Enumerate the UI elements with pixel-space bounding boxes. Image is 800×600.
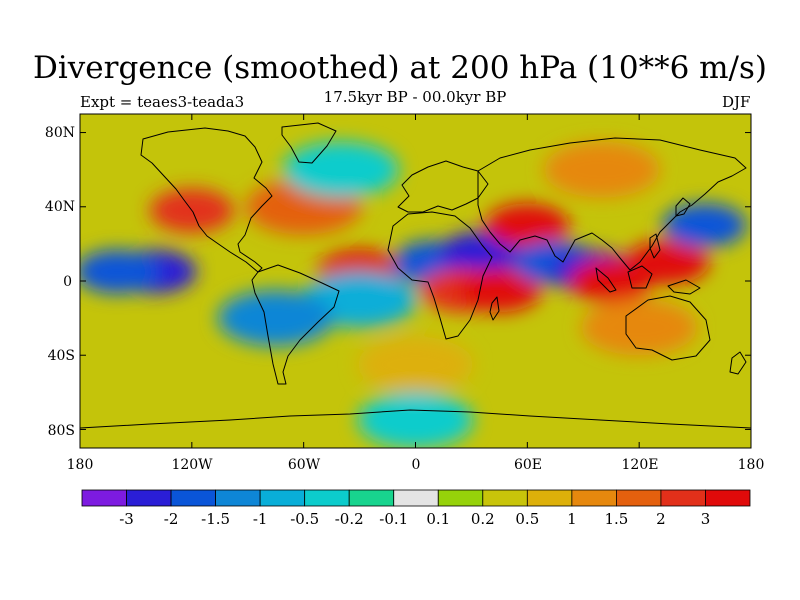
colorbar-box-4 bbox=[259, 489, 306, 507]
lat-label-80s: 80S bbox=[48, 423, 75, 439]
coast-australia bbox=[625, 295, 711, 361]
field-blob-16 bbox=[662, 203, 747, 248]
lat-label-80n: 80N bbox=[45, 125, 75, 141]
colorbar-box-2 bbox=[170, 489, 216, 507]
coast-antarctica bbox=[80, 409, 751, 429]
field-blob-18 bbox=[357, 336, 474, 393]
coast-new-zealand bbox=[729, 351, 747, 375]
colorbar-box-0 bbox=[81, 489, 127, 507]
coast-japan bbox=[675, 197, 691, 217]
colorbar-label: -1.5 bbox=[201, 510, 230, 528]
coast-borneo bbox=[627, 265, 653, 289]
field-blob-10 bbox=[457, 268, 542, 313]
coastlines bbox=[80, 122, 751, 429]
colorbar-label: 3 bbox=[701, 510, 711, 528]
colorbar-box-5 bbox=[304, 489, 350, 507]
field-blob-21 bbox=[543, 141, 660, 198]
coast-africa bbox=[387, 211, 493, 340]
map-ticks bbox=[79, 114, 752, 448]
field-blob-6 bbox=[217, 290, 334, 347]
coast-philippines bbox=[649, 233, 661, 259]
lat-label-40n: 40N bbox=[45, 199, 75, 215]
colorbar-box-9 bbox=[482, 489, 528, 507]
colorbar-box-12 bbox=[616, 489, 662, 507]
colorbar-box-3 bbox=[215, 489, 261, 507]
field-blob-11 bbox=[485, 203, 570, 248]
lat-label-eq: 0 bbox=[63, 274, 72, 290]
coast-north-america bbox=[140, 127, 273, 273]
colorbar-box-6 bbox=[348, 489, 395, 507]
coast-madagascar bbox=[489, 296, 500, 321]
colorbar-label: -1 bbox=[253, 510, 268, 528]
colorbar-box-8 bbox=[437, 489, 484, 507]
lat-label-40s: 40S bbox=[48, 348, 75, 364]
lon-label-120w: 120W bbox=[171, 457, 213, 473]
coast-new-guinea bbox=[667, 279, 701, 295]
coast-europe bbox=[397, 160, 489, 213]
colorbar-label: 1 bbox=[567, 510, 577, 528]
colorbar-label: 1.5 bbox=[604, 510, 628, 528]
colorbar-label: -2 bbox=[164, 510, 179, 528]
colorbar-box-10 bbox=[526, 489, 573, 507]
field-blob-19 bbox=[357, 392, 474, 448]
lon-label-120e: 120E bbox=[622, 457, 659, 473]
colorbar-box-7 bbox=[393, 489, 439, 507]
field-blob-1 bbox=[80, 249, 160, 294]
colorbar-box-11 bbox=[571, 489, 617, 507]
colorbar-label: 2 bbox=[656, 510, 666, 528]
colorbar-label: 0.5 bbox=[515, 510, 539, 528]
coast-greenland bbox=[281, 122, 337, 164]
colorbar-label: -0.1 bbox=[379, 510, 408, 528]
colorbar-label: -0.2 bbox=[335, 510, 364, 528]
lon-label-60e: 60E bbox=[514, 457, 542, 473]
divergence-field bbox=[80, 114, 751, 448]
colorbar-label: -3 bbox=[119, 510, 134, 528]
colorbar-label: 0.2 bbox=[471, 510, 495, 528]
coast-asia bbox=[477, 137, 747, 271]
experiment-label: Expt = teaes3-teada3 bbox=[80, 93, 245, 111]
colorbar-box-1 bbox=[126, 489, 172, 507]
coast-south-america bbox=[251, 264, 340, 385]
lon-label-60w: 60W bbox=[288, 457, 321, 473]
coast-sumatra bbox=[595, 267, 617, 293]
plot-subtitle: 17.5kyr BP - 00.0kyr BP bbox=[323, 88, 507, 106]
field-blob-15 bbox=[625, 240, 710, 285]
field-blob-17 bbox=[581, 299, 698, 356]
season-label: DJF bbox=[722, 93, 751, 111]
colorbar-label: 0.1 bbox=[426, 510, 450, 528]
lon-label-180w: 180 bbox=[67, 457, 94, 473]
colorbar-box-13 bbox=[660, 489, 706, 507]
colorbar-box-14 bbox=[705, 489, 751, 507]
lon-label-0: 0 bbox=[412, 457, 421, 473]
colorbar: -3 -2 -1.5 -1 -0.5 -0.2 -0.1 0.1 0.2 0.5 1 1.5 2 3 bbox=[81, 489, 751, 528]
field-blob-20 bbox=[282, 141, 399, 198]
colorbar-label: -0.5 bbox=[290, 510, 319, 528]
lon-label-180e: 180 bbox=[738, 457, 765, 473]
plot-title: Divergence (smoothed) at 200 hPa (10**6 … bbox=[33, 50, 767, 86]
